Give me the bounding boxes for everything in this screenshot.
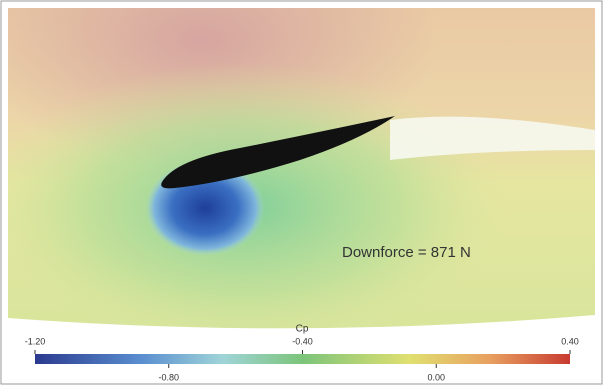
mid-pressure-region [8, 8, 595, 328]
colorbar-tick-label: 0.40 [561, 336, 579, 346]
colorbar [35, 354, 570, 364]
colorbar-tick-label: 0.00 [427, 372, 445, 382]
colorbar-label: Cp [296, 324, 309, 335]
cfd-visualization: Downforce = 871 N Cp -1.20 -0.40 0.40 -0.80… [0, 0, 603, 385]
colorbar-tick-label: -1.20 [25, 336, 46, 346]
colorbar-tick-label: -0.40 [292, 336, 313, 346]
annotation: Downforce = 871 N [342, 244, 471, 261]
colorbar-tick-label: -0.80 [158, 372, 179, 382]
